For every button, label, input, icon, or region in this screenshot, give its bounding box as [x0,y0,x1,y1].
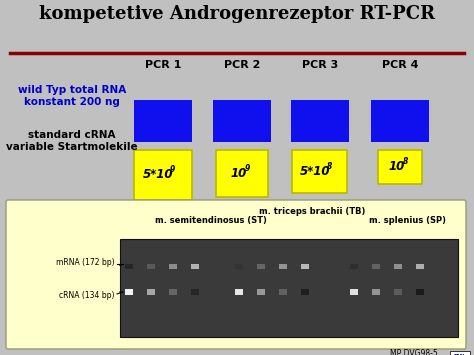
Bar [394,264,402,269]
Text: konstant 200 ng: konstant 200 ng [24,97,120,107]
Text: FML: FML [454,354,466,355]
Bar [292,150,347,193]
Bar [120,239,458,337]
Bar [169,264,177,269]
Bar [257,264,265,269]
Bar [147,264,155,269]
Bar [279,264,287,269]
Bar [350,289,358,295]
Text: wild Typ total RNA: wild Typ total RNA [18,85,126,95]
Text: 5*10: 5*10 [300,165,330,178]
Text: mRNA (172 bp): mRNA (172 bp) [56,258,115,267]
Bar [301,264,309,269]
FancyBboxPatch shape [6,200,466,349]
Bar [147,289,155,295]
Bar [169,289,177,295]
Bar [216,150,268,197]
Text: PCR 1: PCR 1 [145,60,181,70]
Bar [372,264,380,269]
Bar [279,289,287,295]
Text: m. triceps brachii (TB): m. triceps brachii (TB) [259,207,366,216]
Bar [378,150,422,184]
Text: PCR 3: PCR 3 [302,60,338,70]
Bar [301,289,309,295]
Text: MP DVG98-5: MP DVG98-5 [390,349,438,355]
Text: 8: 8 [327,162,332,171]
Text: 10: 10 [231,167,247,180]
Bar [394,289,402,295]
Bar [291,100,349,142]
Text: cRNA (134 bp): cRNA (134 bp) [60,291,115,300]
Text: 10: 10 [389,160,405,174]
Text: variable Startmolekile: variable Startmolekile [6,142,138,152]
Text: m. splenius (SP): m. splenius (SP) [369,216,446,225]
Bar [372,289,380,295]
Bar [235,289,243,295]
Bar [191,264,199,269]
Bar [416,289,424,295]
Bar [125,289,133,295]
Text: kompetetive Androgenrezeptor RT-PCR: kompetetive Androgenrezeptor RT-PCR [39,5,435,23]
Bar [134,150,192,200]
Bar [235,264,243,269]
Text: PCR 2: PCR 2 [224,60,260,70]
Bar [416,264,424,269]
Text: PCR 4: PCR 4 [382,60,418,70]
Bar [134,100,192,142]
Text: 8: 8 [402,158,408,166]
Bar [191,289,199,295]
Text: 9: 9 [169,165,174,175]
Bar [350,264,358,269]
Bar [257,289,265,295]
Bar [371,100,429,142]
Text: 5*10: 5*10 [143,169,173,181]
Bar [450,351,470,355]
Bar [213,100,271,142]
Text: standard cRNA: standard cRNA [28,130,116,140]
Bar [125,264,133,269]
Text: m. semitendinosus (ST): m. semitendinosus (ST) [155,216,267,225]
Text: 9: 9 [245,164,250,173]
